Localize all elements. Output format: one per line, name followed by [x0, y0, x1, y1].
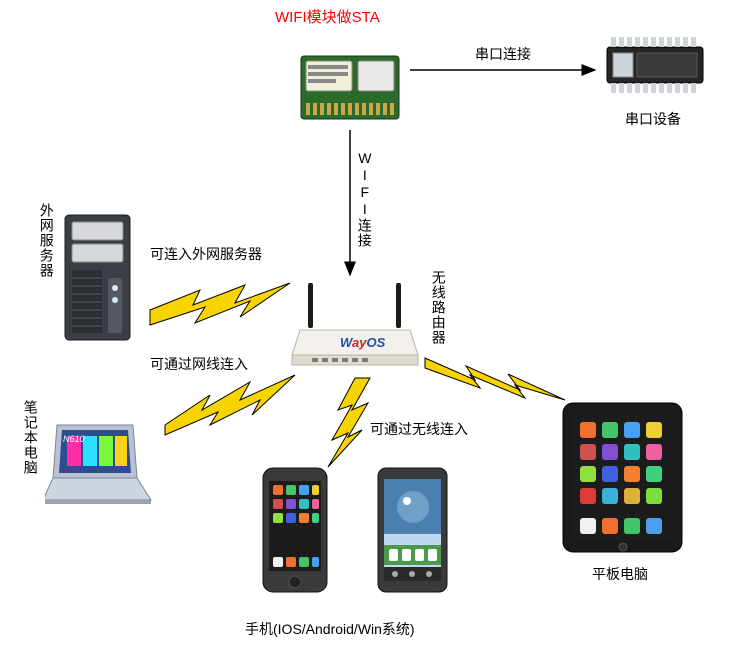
diagram-title: WIFI模块做STA — [275, 8, 380, 28]
phone-android — [375, 465, 450, 595]
tablet — [560, 400, 685, 555]
edge-laptop-label: 可通过网线连入 — [150, 355, 248, 373]
bolt-tablet — [420, 350, 570, 430]
router-label: 无线路由器 — [430, 270, 447, 345]
edge-serial-label: 串口连接 — [475, 45, 531, 63]
phones-label: 手机(IOS/Android/Win系统) — [245, 620, 415, 638]
phone-ios — [260, 465, 330, 595]
svg-text:N610: N610 — [63, 434, 85, 444]
edge-wifi-label: WIFI连接 — [356, 150, 373, 248]
bolt-server — [145, 275, 295, 335]
laptop: N610 — [45, 420, 155, 505]
svg-text:WayOS: WayOS — [340, 335, 386, 350]
bolt-laptop — [160, 370, 300, 440]
serial-device — [605, 35, 705, 95]
wifi-module — [300, 55, 400, 120]
edge-server-label: 可连入外网服务器 — [150, 245, 262, 263]
server-label: 外网服务器 — [38, 203, 55, 278]
server — [60, 210, 135, 350]
serial-device-label: 串口设备 — [625, 110, 681, 128]
laptop-label: 笔记本电脑 — [22, 400, 39, 475]
router: WayOS — [290, 275, 420, 370]
tablet-label: 平板电脑 — [592, 565, 648, 583]
